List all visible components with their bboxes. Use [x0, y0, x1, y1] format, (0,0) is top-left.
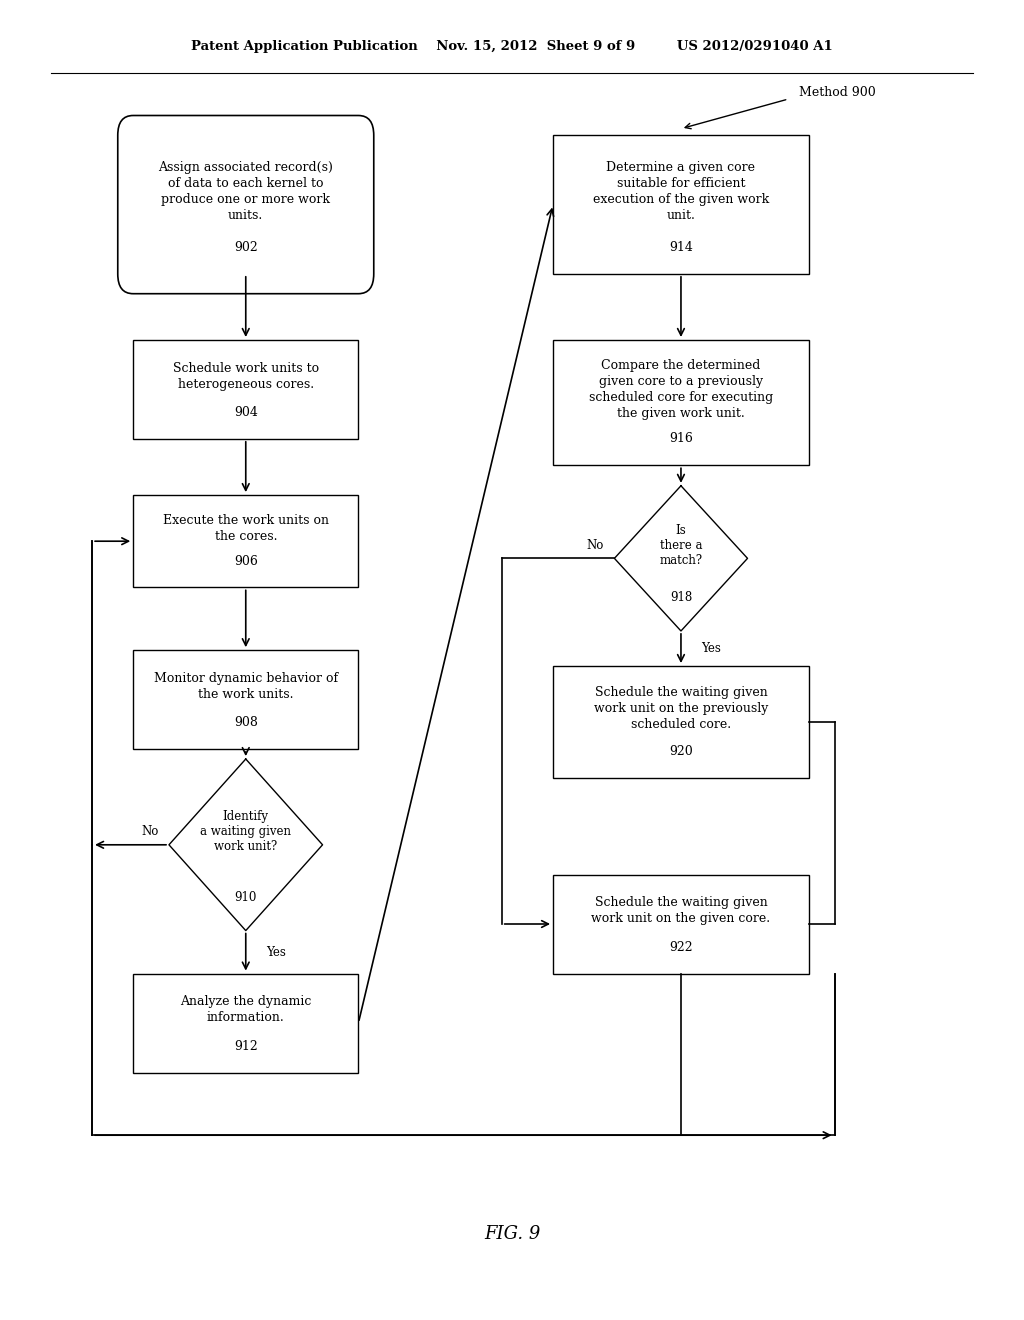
- Text: 922: 922: [669, 941, 693, 953]
- Bar: [553, 665, 809, 777]
- Text: 908: 908: [233, 717, 258, 729]
- Bar: [553, 874, 809, 974]
- Text: Execute the work units on
the cores.: Execute the work units on the cores.: [163, 513, 329, 543]
- Text: No: No: [587, 539, 604, 552]
- Text: Patent Application Publication    Nov. 15, 2012  Sheet 9 of 9         US 2012/02: Patent Application Publication Nov. 15, …: [191, 40, 833, 53]
- Text: 914: 914: [669, 242, 693, 253]
- Text: 910: 910: [234, 891, 257, 904]
- Bar: [133, 341, 358, 438]
- Text: Is
there a
match?: Is there a match?: [659, 524, 702, 566]
- Text: Yes: Yes: [701, 642, 721, 655]
- Text: Analyze the dynamic
information.: Analyze the dynamic information.: [180, 995, 311, 1024]
- Polygon shape: [169, 759, 323, 931]
- Text: Schedule the waiting given
work unit on the previously
scheduled core.: Schedule the waiting given work unit on …: [594, 686, 768, 731]
- Polygon shape: [614, 486, 748, 631]
- Text: 918: 918: [670, 591, 692, 605]
- Text: Method 900: Method 900: [799, 86, 876, 99]
- Bar: [133, 495, 358, 587]
- Text: 912: 912: [233, 1040, 258, 1052]
- Text: Assign associated record(s)
of data to each kernel to
produce one or more work
u: Assign associated record(s) of data to e…: [159, 161, 333, 222]
- Text: Identify
a waiting given
work unit?: Identify a waiting given work unit?: [201, 810, 291, 853]
- Text: Determine a given core
suitable for efficient
execution of the given work
unit.: Determine a given core suitable for effi…: [593, 161, 769, 222]
- Text: 904: 904: [233, 407, 258, 418]
- Text: 906: 906: [233, 554, 258, 568]
- Text: Compare the determined
given core to a previously
scheduled core for executing
t: Compare the determined given core to a p…: [589, 359, 773, 420]
- Text: 920: 920: [669, 746, 693, 758]
- Text: FIG. 9: FIG. 9: [483, 1225, 541, 1243]
- Text: Yes: Yes: [266, 945, 286, 958]
- Text: Schedule the waiting given
work unit on the given core.: Schedule the waiting given work unit on …: [592, 896, 770, 925]
- Bar: [133, 974, 358, 1072]
- Text: 902: 902: [233, 242, 258, 253]
- FancyBboxPatch shape: [118, 116, 374, 294]
- Bar: [553, 341, 809, 466]
- Text: No: No: [141, 825, 159, 838]
- Text: Monitor dynamic behavior of
the work units.: Monitor dynamic behavior of the work uni…: [154, 672, 338, 701]
- Text: 916: 916: [669, 433, 693, 445]
- Bar: [133, 651, 358, 750]
- Text: Schedule work units to
heterogeneous cores.: Schedule work units to heterogeneous cor…: [173, 362, 318, 391]
- Bar: [553, 136, 809, 275]
